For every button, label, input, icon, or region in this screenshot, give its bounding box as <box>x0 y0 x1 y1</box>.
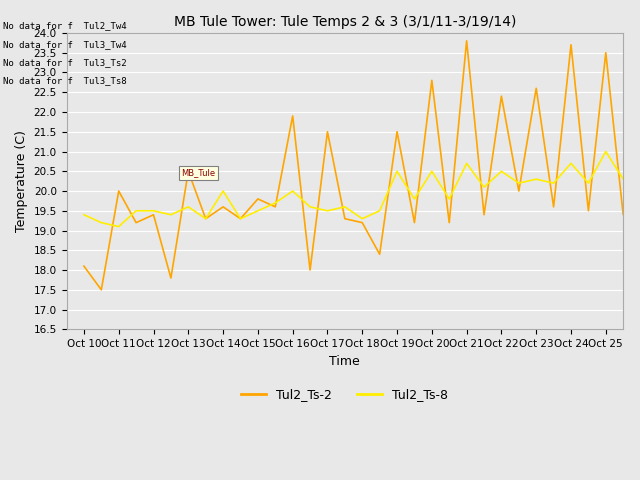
Title: MB Tule Tower: Tule Temps 2 & 3 (3/1/11-3/19/14): MB Tule Tower: Tule Temps 2 & 3 (3/1/11-… <box>173 15 516 29</box>
Tul2_Ts-8 <box>602 149 610 155</box>
Tul2_Ts-8 <box>411 196 419 202</box>
Tul2_Ts-2 <box>306 267 314 273</box>
Tul2_Ts-8 <box>306 204 314 210</box>
Tul2_Ts-2 <box>358 220 366 226</box>
Tul2_Ts-2 <box>602 50 610 56</box>
Tul2_Ts-8 <box>202 216 209 222</box>
Tul2_Ts-8 <box>150 208 157 214</box>
Tul2_Ts-2 <box>150 212 157 217</box>
Tul2_Ts-8 <box>620 176 627 182</box>
Y-axis label: Temperature (C): Temperature (C) <box>15 130 28 232</box>
Tul2_Ts-8 <box>550 180 557 186</box>
Tul2_Ts-8 <box>532 176 540 182</box>
Tul2_Ts-8 <box>97 220 105 226</box>
Tul2_Ts-2 <box>184 168 192 174</box>
Tul2_Ts-2 <box>254 196 262 202</box>
Tul2_Ts-8 <box>341 204 349 210</box>
Tul2_Ts-2 <box>376 252 383 257</box>
Tul2_Ts-2 <box>515 188 523 194</box>
Tul2_Ts-8 <box>254 208 262 214</box>
Tul2_Ts-2 <box>584 208 592 214</box>
Tul2_Ts-8 <box>480 184 488 190</box>
Tul2_Ts-8 <box>132 208 140 214</box>
Tul2_Ts-2 <box>411 220 419 226</box>
Tul2_Ts-8 <box>497 168 505 174</box>
Tul2_Ts-2 <box>220 204 227 210</box>
Tul2_Ts-8 <box>637 168 640 174</box>
Text: No data for f  Tul3_Ts2: No data for f Tul3_Ts2 <box>3 58 127 67</box>
Tul2_Ts-8 <box>515 180 523 186</box>
Tul2_Ts-2 <box>428 77 436 83</box>
Tul2_Ts-8 <box>289 188 296 194</box>
Tul2_Ts-2 <box>132 220 140 226</box>
Tul2_Ts-8 <box>376 208 383 214</box>
Tul2_Ts-2 <box>637 73 640 79</box>
Tul2_Ts-8 <box>358 216 366 222</box>
Tul2_Ts-2 <box>620 212 627 217</box>
Tul2_Ts-8 <box>237 216 244 222</box>
Tul2_Ts-8 <box>184 204 192 210</box>
Tul2_Ts-2 <box>202 216 209 222</box>
Tul2_Ts-2 <box>567 42 575 48</box>
Tul2_Ts-8 <box>220 188 227 194</box>
Tul2_Ts-8 <box>428 168 436 174</box>
Tul2_Ts-2 <box>497 93 505 99</box>
Tul2_Ts-2 <box>393 129 401 134</box>
Tul2_Ts-2 <box>271 204 279 210</box>
Tul2_Ts-8 <box>80 212 88 217</box>
Line: Tul2_Ts-8: Tul2_Ts-8 <box>84 147 640 227</box>
Text: No data for f  Tul3_Tw4: No data for f Tul3_Tw4 <box>3 40 127 49</box>
Tul2_Ts-2 <box>532 85 540 91</box>
Tul2_Ts-8 <box>167 212 175 217</box>
Tul2_Ts-8 <box>115 224 122 229</box>
Tul2_Ts-2 <box>324 129 332 134</box>
Tul2_Ts-8 <box>324 208 332 214</box>
Tul2_Ts-2 <box>341 216 349 222</box>
Tul2_Ts-8 <box>271 200 279 206</box>
X-axis label: Time: Time <box>330 355 360 368</box>
Tul2_Ts-8 <box>463 160 470 166</box>
Tul2_Ts-8 <box>567 160 575 166</box>
Text: No data for f  Tul3_Ts8: No data for f Tul3_Ts8 <box>3 76 127 85</box>
Tul2_Ts-8 <box>445 196 453 202</box>
Text: No data for f  Tul2_Tw4: No data for f Tul2_Tw4 <box>3 22 127 31</box>
Tul2_Ts-2 <box>289 113 296 119</box>
Tul2_Ts-2 <box>167 275 175 281</box>
Tul2_Ts-8 <box>584 180 592 186</box>
Tul2_Ts-2 <box>445 220 453 226</box>
Tul2_Ts-2 <box>97 287 105 293</box>
Tul2_Ts-2 <box>115 188 122 194</box>
Tul2_Ts-2 <box>463 38 470 44</box>
Legend: Tul2_Ts-2, Tul2_Ts-8: Tul2_Ts-2, Tul2_Ts-8 <box>236 383 453 406</box>
Text: MB_Tule: MB_Tule <box>181 168 216 177</box>
Tul2_Ts-2 <box>80 263 88 269</box>
Tul2_Ts-2 <box>550 204 557 210</box>
Tul2_Ts-2 <box>480 212 488 217</box>
Line: Tul2_Ts-2: Tul2_Ts-2 <box>84 41 640 312</box>
Tul2_Ts-8 <box>393 168 401 174</box>
Tul2_Ts-2 <box>237 216 244 222</box>
